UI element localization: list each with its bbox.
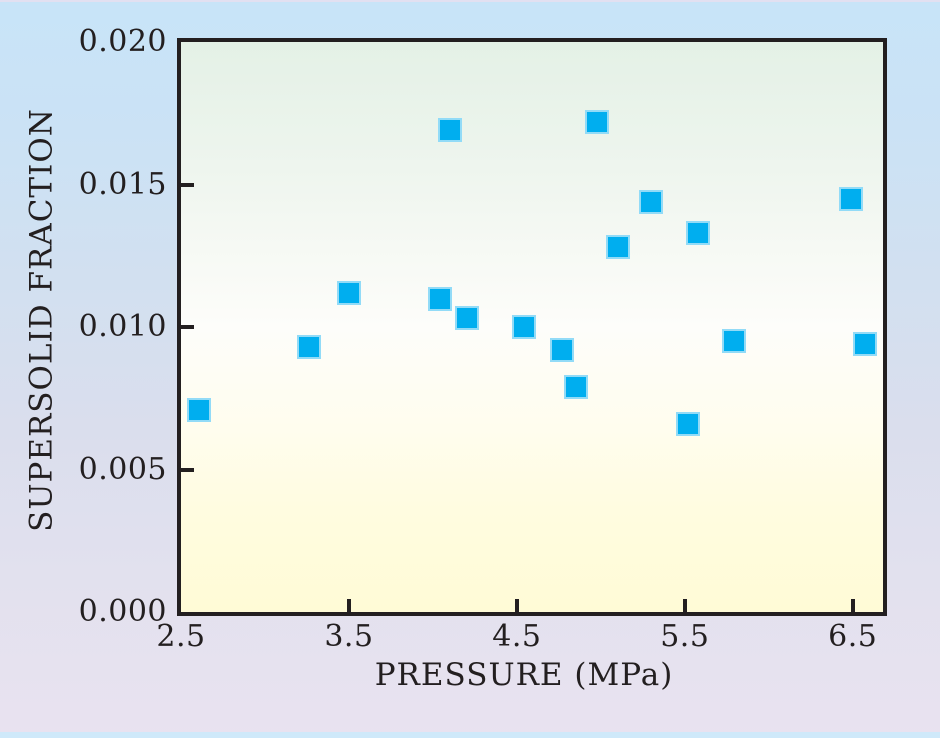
x-axis-tick xyxy=(346,599,351,612)
x-tick-label: 2.5 xyxy=(156,619,206,654)
x-tick-label: 6.5 xyxy=(828,619,878,654)
data-point-marker xyxy=(721,329,746,354)
plot-area xyxy=(177,38,887,616)
data-point-marker xyxy=(585,109,610,134)
x-axis-tick xyxy=(850,599,855,612)
data-point-marker xyxy=(336,280,361,305)
data-point-marker xyxy=(852,332,877,357)
x-tick-label: 3.5 xyxy=(324,619,374,654)
data-point-marker xyxy=(427,286,452,311)
y-axis-title: SUPERSOLID FRACTION xyxy=(23,108,60,532)
x-axis-title: PRESSURE (MPa) xyxy=(374,657,674,693)
x-tick-label: 4.5 xyxy=(492,619,542,654)
data-point-marker xyxy=(686,220,711,245)
data-point-marker xyxy=(296,334,321,359)
x-tick-label: 5.5 xyxy=(660,619,710,654)
y-axis-tick xyxy=(181,467,194,472)
data-point-marker xyxy=(676,411,701,436)
data-point-marker xyxy=(839,186,864,211)
data-point-marker xyxy=(187,397,212,422)
x-axis-tick xyxy=(682,599,687,612)
y-axis-tick xyxy=(181,182,194,187)
data-point-marker xyxy=(511,315,536,339)
data-point-marker xyxy=(454,306,479,331)
data-point-marker xyxy=(639,189,664,214)
data-point-marker xyxy=(605,235,630,260)
y-tick-label: 0.005 xyxy=(78,451,167,487)
x-axis-tick xyxy=(514,599,519,612)
y-tick-label: 0.000 xyxy=(78,594,167,629)
data-point-marker xyxy=(437,118,462,143)
data-point-marker xyxy=(563,374,588,399)
data-point-marker xyxy=(550,337,575,362)
y-axis-tick xyxy=(181,325,194,329)
y-tick-label: 0.020 xyxy=(78,24,167,59)
bottom-edge-strip xyxy=(0,732,940,738)
y-tick-label: 0.015 xyxy=(78,166,167,202)
y-tick-label: 0.010 xyxy=(78,309,167,344)
top-edge-strip xyxy=(0,0,940,2)
